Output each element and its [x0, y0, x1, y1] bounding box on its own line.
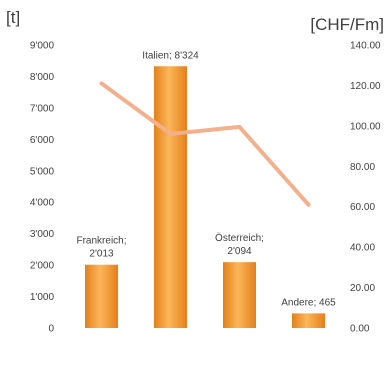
- left-tick-label: 0: [48, 324, 54, 335]
- line-series: [99, 81, 311, 207]
- right-axis-ticks: 0.00 20.00 40.00 60.00 80.00 100.00 120.00 140.…: [350, 41, 381, 335]
- left-axis-unit: [t]: [6, 8, 20, 27]
- data-label: 2'094: [227, 246, 252, 257]
- bar: [85, 264, 118, 328]
- bar: [154, 66, 187, 329]
- right-tick-label: 120.00: [350, 81, 381, 92]
- bar-series: [85, 66, 325, 329]
- data-label: Frankreich;: [76, 236, 126, 247]
- right-tick-label: 0.00: [350, 324, 370, 335]
- left-tick-label: 4'000: [30, 198, 55, 209]
- bar: [223, 262, 256, 328]
- left-axis-ticks: 0 1'000 2'000 3'000 4'000 5'000 6'000 7'000 8'00…: [30, 41, 55, 335]
- right-tick-label: 140.00: [350, 41, 381, 52]
- left-tick-label: 3'000: [30, 229, 55, 240]
- right-tick-label: 80.00: [350, 162, 375, 173]
- data-label: Italien; 8'324: [142, 50, 199, 61]
- left-tick-label: 2'000: [30, 261, 55, 272]
- left-tick-label: 6'000: [30, 135, 55, 146]
- left-tick-label: 1'000: [30, 292, 55, 303]
- price-line: [99, 81, 311, 207]
- left-tick-label: 7'000: [30, 103, 55, 114]
- left-tick-label: 9'000: [30, 41, 55, 52]
- data-label: Österreich;: [215, 232, 264, 244]
- right-tick-label: 60.00: [350, 202, 375, 213]
- right-axis-unit: [CHF/Fm]: [310, 15, 384, 34]
- right-tick-label: 100.00: [350, 121, 381, 132]
- data-label: 2'013: [89, 249, 114, 260]
- right-tick-label: 20.00: [350, 283, 375, 294]
- right-tick-label: 40.00: [350, 243, 375, 254]
- left-tick-label: 8'000: [30, 72, 55, 83]
- data-label: Andere; 465: [281, 297, 336, 308]
- bar: [292, 313, 325, 328]
- left-tick-label: 5'000: [30, 166, 55, 177]
- data-labels: Frankreich; 2'013 Italien; 8'324 Österreich…: [76, 50, 336, 308]
